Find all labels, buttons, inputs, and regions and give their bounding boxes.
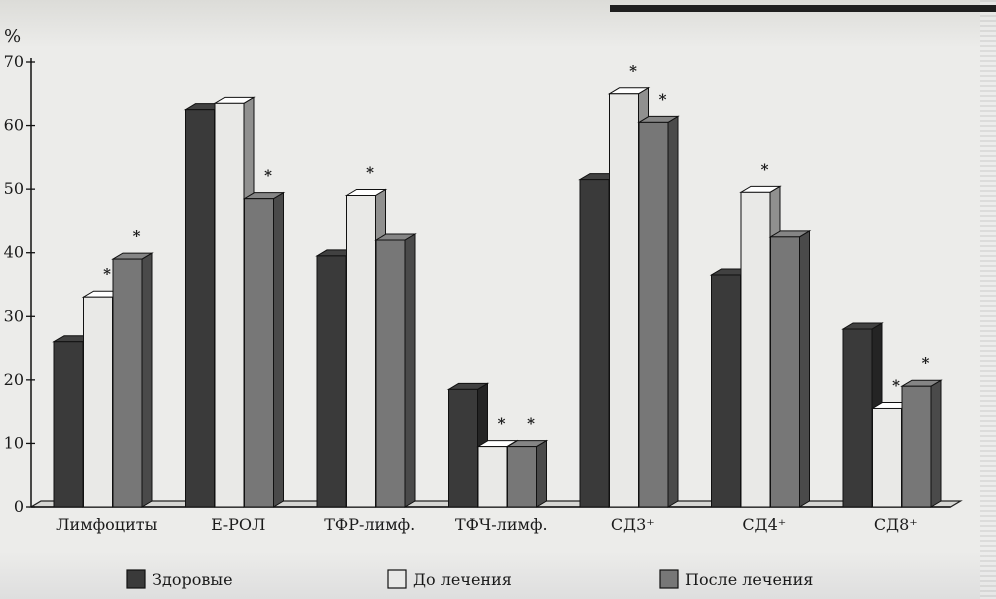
y-axis: % 0 10 20 30 40 50 60 70 <box>4 26 951 516</box>
bar-side <box>930 379 942 508</box>
bar-front <box>53 341 84 508</box>
bar-front <box>375 239 406 508</box>
bar-front <box>346 195 376 508</box>
legend-swatch <box>659 569 679 589</box>
legend: Здоровые До лечения После лечения <box>126 569 813 589</box>
legend-label: Здоровые <box>152 570 233 589</box>
bar-front <box>770 236 800 508</box>
y-axis-unit: % <box>4 26 21 47</box>
bar-front <box>448 388 478 508</box>
y-tick-label: 60 <box>4 116 24 135</box>
bar-front <box>507 446 537 508</box>
bar-side <box>667 115 679 508</box>
bars: * * * * * * * * * * * <box>52 62 943 508</box>
bar-3-3 <box>374 233 417 508</box>
bar-side <box>404 233 416 508</box>
significance-marker: * <box>103 265 111 283</box>
significance-marker: * <box>629 62 637 80</box>
significance-marker: * <box>892 376 900 394</box>
legend-swatch <box>126 569 146 589</box>
legend-entry-2: До лечения <box>387 569 512 589</box>
bar-front <box>872 407 902 508</box>
bar-side <box>273 191 284 508</box>
bar-side <box>536 439 547 508</box>
bar-front <box>185 109 215 508</box>
legend-label: После лечения <box>685 570 813 589</box>
bar-front <box>477 446 508 508</box>
y-tick-label: 0 <box>14 497 24 516</box>
bar-6-3 <box>768 229 812 508</box>
bar-front <box>638 121 669 508</box>
significance-marker: * <box>761 160 769 178</box>
y-tick-label: 70 <box>4 52 24 71</box>
x-tick-label: СД4⁺ <box>742 515 786 534</box>
legend-entry-3: После лечения <box>659 569 813 589</box>
significance-marker: * <box>264 167 272 185</box>
y-tick-label: 50 <box>4 179 24 198</box>
bar-front <box>214 102 245 508</box>
bar-front <box>842 328 873 508</box>
significance-marker: * <box>366 164 374 182</box>
bar-front <box>316 255 347 508</box>
y-tick-label: 20 <box>4 370 24 389</box>
legend-swatch <box>387 569 407 589</box>
bar-side <box>141 252 153 508</box>
x-axis-labels: Лимфоциты Е-РОЛ ТФР-лимф. ТФЧ-лимф. СД3⁺ СД4⁺… <box>56 515 918 534</box>
x-tick-label: Е-РОЛ <box>211 515 265 534</box>
top-rule <box>610 5 996 12</box>
x-tick-label: ТФР-лимф. <box>324 515 415 534</box>
significance-marker: * <box>498 415 506 433</box>
bar-front <box>244 198 274 508</box>
significance-marker: * <box>527 415 535 433</box>
legend-entry-1: Здоровые <box>126 569 233 589</box>
bar-7-3: * <box>900 354 943 508</box>
y-tick-label: 40 <box>4 243 24 262</box>
bar-front <box>112 258 143 508</box>
significance-marker: * <box>659 90 667 108</box>
bar-front <box>579 179 610 508</box>
y-tick-label: 10 <box>4 433 24 452</box>
bar-5-3: * <box>637 90 680 508</box>
bar-2-3: * <box>242 167 286 508</box>
legend-label: До лечения <box>413 570 512 589</box>
page-edge-strip <box>980 0 996 599</box>
x-tick-label: СД3⁺ <box>611 515 655 534</box>
x-tick-label: СД8⁺ <box>874 515 918 534</box>
significance-marker: * <box>133 227 141 245</box>
bar-side <box>799 229 810 508</box>
bar-front <box>83 296 113 508</box>
significance-marker: * <box>922 354 930 372</box>
x-tick-label: ТФЧ-лимф. <box>455 515 548 534</box>
bar-4-3: * <box>505 415 549 508</box>
x-tick-label: Лимфоциты <box>56 515 157 534</box>
y-tick-label: 30 <box>4 306 24 325</box>
bar-1-3: * <box>111 227 154 508</box>
bar-front <box>901 385 932 508</box>
bar-front <box>711 274 741 508</box>
bar-front <box>740 191 771 508</box>
bar-front <box>609 93 639 508</box>
